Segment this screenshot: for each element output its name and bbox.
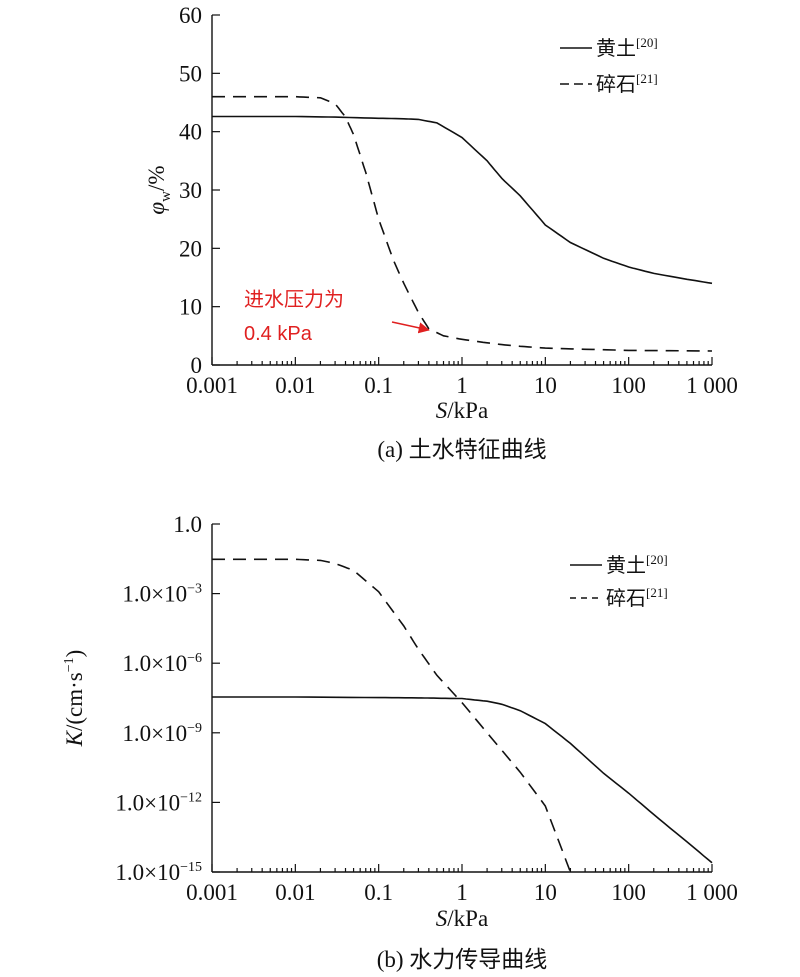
chart-b-x-tick-label-4: 10 <box>534 880 557 905</box>
chart-b-x-tick-label-1: 0.01 <box>275 880 315 905</box>
chart-b-legend-label-gravel: 碎石[21] <box>606 585 668 610</box>
chart-b-plot-area <box>212 558 713 873</box>
chart-a-y-tick-label-2: 20 <box>179 236 202 261</box>
chart-a-legend: 黄土[20] 碎石[21] <box>560 35 658 96</box>
chart-b-y-tick-label-4: 1.0×10−12 <box>115 790 202 815</box>
chart-a-annotation-line-1: 进水压力为 <box>244 288 344 311</box>
chart-a-x-tick-label-2: 0.1 <box>364 373 393 398</box>
chart-a-x-tick-label-4: 10 <box>534 373 557 398</box>
chart-a-y-tick-label-5: 50 <box>179 61 202 86</box>
chart-b-y-ticks: 1.0 1.0×10−3 1.0×10−6 1.0×10−9 1.0×10−12 1.0×… <box>115 512 220 885</box>
chart-a-x-ticks: 0.001 0.01 0.1 1 10 100 1 000 <box>186 357 738 398</box>
chart-b-y-tick-label-2: 1.0×10−6 <box>122 651 202 676</box>
chart-a-annotation: 进水压力为 0.4 kPa <box>244 288 430 345</box>
chart-a-legend-label-gravel: 碎石[21] <box>596 71 658 96</box>
chart-a-y-tick-label-4: 40 <box>179 120 202 145</box>
chart-a-x-tick-label-6: 1 000 <box>686 373 738 398</box>
chart-a-series-gravel <box>212 95 713 352</box>
chart-b-y-tick-label-3: 1.0×10−9 <box>122 721 202 746</box>
chart-b-x-tick-label-0: 0.001 <box>186 880 238 905</box>
chart-a-x-tick-label-5: 100 <box>611 373 646 398</box>
chart-a: 0.001 0.01 0.1 1 10 100 1 000 0 10 20 30 40 50 60 S/… <box>144 3 738 462</box>
chart-b-legend: 黄土[20] 碎石[21] <box>570 552 668 610</box>
chart-a-y-tick-label-1: 10 <box>179 295 202 320</box>
chart-b-x-ticks: 0.001 0.01 0.1 1 10 100 1 000 <box>186 864 738 905</box>
chart-a-annotation-arrow <box>391 321 430 334</box>
chart-b-y-tick-label-5: 1.0×10−15 <box>115 860 202 885</box>
chart-b-x-tick-label-6: 1 000 <box>686 880 738 905</box>
chart-b-series-loess <box>212 696 713 864</box>
chart-b-series-gravel <box>212 558 572 873</box>
chart-b-y-tick-label-1: 1.0×10−3 <box>122 582 202 607</box>
chart-a-x-tick-label-0: 0.001 <box>186 373 238 398</box>
chart-a-y-tick-label-6: 60 <box>179 3 202 28</box>
chart-b-x-tick-label-2: 0.1 <box>364 880 393 905</box>
chart-b-y-tick-label-0: 1.0 <box>173 512 202 537</box>
chart-a-y-axis-label: φw/% <box>144 165 174 214</box>
chart-b: 0.001 0.01 0.1 1 10 100 1 000 1.0 1.0×10−3 1.0×1… <box>62 512 738 972</box>
chart-a-y-ticks: 0 10 20 30 40 50 60 <box>179 3 220 378</box>
chart-a-annotation-line-2: 0.4 kPa <box>244 323 313 345</box>
chart-a-series-loess <box>212 115 713 285</box>
chart-a-x-tick-label-1: 0.01 <box>275 373 315 398</box>
chart-b-x-tick-label-3: 1 <box>456 880 468 905</box>
chart-b-legend-label-loess: 黄土[20] <box>606 552 668 577</box>
chart-a-y-tick-label-3: 30 <box>179 178 202 203</box>
chart-a-caption: (a) 土水特征曲线 <box>377 437 546 462</box>
chart-a-x-tick-label-3: 1 <box>456 373 468 398</box>
chart-b-x-tick-label-5: 100 <box>611 880 646 905</box>
chart-a-legend-label-loess: 黄土[20] <box>596 35 658 60</box>
chart-a-y-tick-label-0: 0 <box>191 353 203 378</box>
chart-b-x-axis-label: S/kPa <box>436 906 488 931</box>
chart-a-x-axis-label: S/kPa <box>436 398 488 423</box>
chart-b-y-axis-label: K/(cm·s−1) <box>62 650 87 748</box>
chart-b-caption: (b) 水力传导曲线 <box>377 947 548 972</box>
chart-a-plot-area <box>212 95 713 352</box>
